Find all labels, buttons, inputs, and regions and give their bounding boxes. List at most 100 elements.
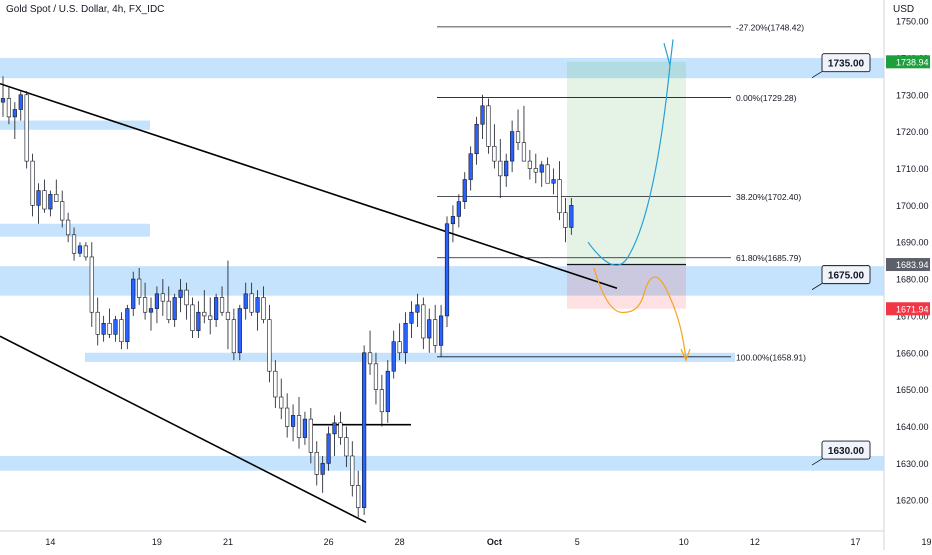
candle bbox=[190, 297, 195, 339]
fib-level-label: -27.20%(1748.42) bbox=[736, 22, 804, 32]
candle bbox=[498, 139, 503, 198]
candle bbox=[468, 146, 473, 191]
candle bbox=[225, 260, 231, 350]
candle-body bbox=[545, 164, 550, 184]
price-tick-label: 1680.00 bbox=[896, 275, 929, 285]
candle bbox=[142, 282, 148, 320]
candle bbox=[480, 94, 485, 139]
candle-body bbox=[444, 223, 450, 317]
candle bbox=[71, 227, 77, 261]
candle-body bbox=[24, 94, 29, 162]
support-resistance-zone bbox=[0, 57, 884, 79]
time-axis[interactable]: 14 19 21 26 28 Oct 5 10 12 17 19 bbox=[0, 530, 932, 547]
candle-body bbox=[492, 146, 497, 162]
time-tick-label: 19 bbox=[922, 537, 932, 547]
candle-body bbox=[36, 190, 41, 206]
level-callout[interactable]: 1735.00 bbox=[811, 53, 871, 79]
candle bbox=[107, 308, 112, 339]
candle bbox=[521, 105, 527, 162]
candle-body bbox=[350, 455, 355, 486]
candle bbox=[332, 415, 337, 456]
candle bbox=[515, 109, 521, 151]
candle bbox=[551, 168, 556, 195]
candle bbox=[148, 297, 154, 331]
candle-body bbox=[403, 322, 408, 354]
candle bbox=[421, 297, 426, 350]
candle bbox=[492, 124, 497, 169]
candle-body bbox=[95, 311, 100, 335]
candle bbox=[243, 282, 248, 320]
time-tick-label: 21 bbox=[223, 537, 233, 547]
callout-box bbox=[821, 440, 871, 460]
level-callout[interactable]: 1675.00 bbox=[811, 265, 871, 290]
candle-body bbox=[131, 278, 136, 309]
candle-body bbox=[533, 168, 538, 173]
candle bbox=[338, 411, 343, 445]
candle bbox=[308, 408, 313, 464]
candle-body bbox=[255, 297, 260, 313]
price-badge: 1683.94 bbox=[886, 258, 930, 272]
candle bbox=[125, 304, 130, 350]
candle-body bbox=[273, 370, 278, 398]
candle bbox=[533, 153, 538, 184]
candle-body bbox=[208, 315, 213, 320]
candle bbox=[42, 179, 47, 213]
candle-body bbox=[468, 153, 473, 180]
time-tick-label: 17 bbox=[850, 537, 860, 547]
candle-body bbox=[344, 437, 349, 457]
candle bbox=[296, 397, 302, 449]
candle bbox=[356, 470, 361, 519]
candle bbox=[196, 301, 201, 339]
candle bbox=[184, 282, 189, 320]
candle-body bbox=[379, 389, 384, 413]
time-tick-label: 26 bbox=[324, 537, 334, 547]
price-badge-bg bbox=[886, 258, 930, 272]
candle-body bbox=[190, 304, 195, 331]
price-tick-label: 1670.00 bbox=[896, 311, 929, 321]
candle-body bbox=[480, 105, 485, 125]
candle-body bbox=[0, 98, 6, 103]
lower-trendline bbox=[0, 335, 367, 524]
candle bbox=[367, 330, 373, 375]
price-badge: 1738.94 bbox=[886, 55, 930, 69]
candle bbox=[279, 378, 284, 420]
symbol-title: Gold Spot / U.S. Dollar, 4h, FX_IDC bbox=[6, 4, 165, 15]
minor-zone bbox=[85, 352, 735, 362]
candle bbox=[444, 216, 450, 327]
candle-body bbox=[243, 293, 248, 309]
candle-body bbox=[433, 319, 438, 346]
candle-body bbox=[89, 256, 94, 313]
price-axis[interactable]: 1620.00 1630.00 1640.00 1650.00 1660.00 1670.… bbox=[883, 0, 930, 550]
candle-body bbox=[142, 297, 148, 313]
candle-body bbox=[320, 463, 325, 475]
candle-body bbox=[125, 308, 130, 343]
candle-body bbox=[42, 190, 47, 210]
candle bbox=[255, 290, 260, 331]
candle bbox=[539, 161, 544, 187]
candle-body bbox=[160, 293, 165, 302]
candle-body bbox=[356, 485, 361, 508]
candle-body bbox=[237, 308, 242, 354]
level-callout[interactable]: 1630.00 bbox=[811, 440, 871, 466]
candle bbox=[320, 455, 325, 493]
candle-body bbox=[569, 205, 574, 228]
candle bbox=[504, 153, 509, 187]
candle-body bbox=[71, 234, 77, 254]
candle-body bbox=[332, 422, 337, 435]
candle-body bbox=[249, 293, 254, 313]
candle bbox=[166, 286, 171, 324]
candle bbox=[385, 360, 390, 423]
candle-body bbox=[308, 418, 313, 453]
callout-box bbox=[821, 53, 871, 73]
candle bbox=[344, 426, 349, 468]
fib-level-label: 0.00%(1729.28) bbox=[736, 93, 797, 103]
candle-body bbox=[385, 370, 390, 413]
price-badge-label: 1671.94 bbox=[896, 304, 929, 314]
candle-body bbox=[527, 160, 532, 169]
candle-body bbox=[18, 94, 23, 110]
support-resistance-zone bbox=[0, 266, 884, 296]
candle bbox=[101, 315, 106, 342]
candle bbox=[427, 308, 432, 353]
